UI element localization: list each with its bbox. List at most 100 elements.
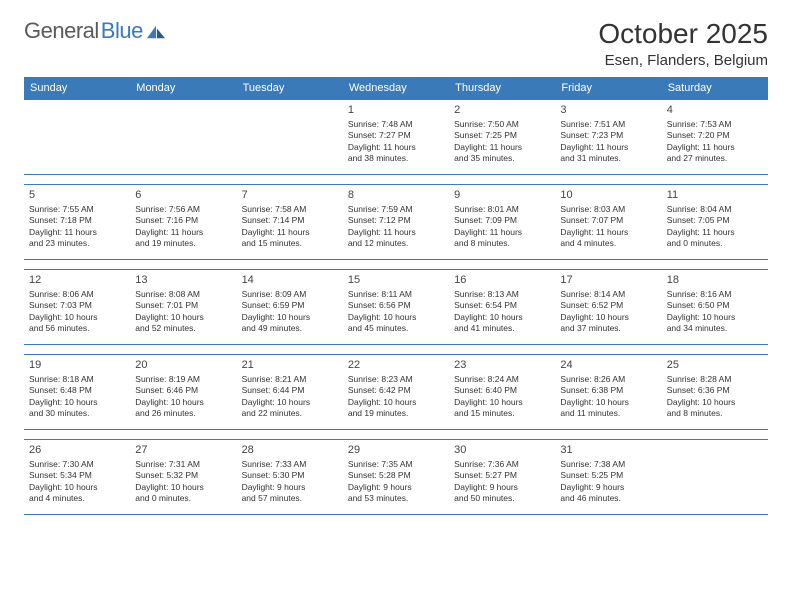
day-info-line: Sunset: 6:50 PM <box>667 300 763 311</box>
day-info-line: Sunrise: 7:59 AM <box>348 204 444 215</box>
day-number: 14 <box>242 274 338 286</box>
day-info-line: Sunset: 5:27 PM <box>454 470 550 481</box>
day-info-line: and 0 minutes. <box>135 493 231 504</box>
day-info-line: Sunrise: 7:58 AM <box>242 204 338 215</box>
day-info-line: Sunset: 7:27 PM <box>348 130 444 141</box>
day-cell: 23Sunrise: 8:24 AMSunset: 6:40 PMDayligh… <box>449 355 555 429</box>
day-info-line: Daylight: 10 hours <box>135 482 231 493</box>
day-info-line: Daylight: 11 hours <box>667 142 763 153</box>
day-info-line: Sunrise: 7:30 AM <box>29 459 125 470</box>
calendar-page: GeneralBlue October 2025 Esen, Flanders,… <box>0 0 792 542</box>
day-info-line: and 12 minutes. <box>348 238 444 249</box>
day-info-line: Sunset: 7:12 PM <box>348 215 444 226</box>
day-info-line: Daylight: 9 hours <box>454 482 550 493</box>
day-number: 22 <box>348 359 444 371</box>
day-info-line: Sunset: 7:01 PM <box>135 300 231 311</box>
day-info-line: Sunset: 7:16 PM <box>135 215 231 226</box>
day-info-line: Sunrise: 8:14 AM <box>560 289 656 300</box>
day-info-line: Sunrise: 8:18 AM <box>29 374 125 385</box>
day-info-line: Sunrise: 8:03 AM <box>560 204 656 215</box>
logo-sail-icon <box>147 25 165 39</box>
day-cell: 9Sunrise: 8:01 AMSunset: 7:09 PMDaylight… <box>449 185 555 259</box>
week-row: 12Sunrise: 8:06 AMSunset: 7:03 PMDayligh… <box>24 269 768 345</box>
day-info-line: Daylight: 10 hours <box>135 397 231 408</box>
day-cell: 19Sunrise: 8:18 AMSunset: 6:48 PMDayligh… <box>24 355 130 429</box>
day-cell: 28Sunrise: 7:33 AMSunset: 5:30 PMDayligh… <box>237 440 343 514</box>
day-cell <box>662 440 768 514</box>
weekday-tue: Tuesday <box>237 77 343 99</box>
day-number: 19 <box>29 359 125 371</box>
day-info-line: Sunset: 7:03 PM <box>29 300 125 311</box>
day-info-line: Daylight: 10 hours <box>29 397 125 408</box>
day-cell: 17Sunrise: 8:14 AMSunset: 6:52 PMDayligh… <box>555 270 661 344</box>
day-info-line: Daylight: 11 hours <box>454 142 550 153</box>
day-info-line: Sunrise: 8:23 AM <box>348 374 444 385</box>
day-number: 18 <box>667 274 763 286</box>
weekday-mon: Monday <box>130 77 236 99</box>
day-number: 25 <box>667 359 763 371</box>
day-info-line: and 19 minutes. <box>135 238 231 249</box>
month-title: October 2025 <box>598 18 768 50</box>
day-info-line: Sunset: 7:18 PM <box>29 215 125 226</box>
day-cell: 13Sunrise: 8:08 AMSunset: 7:01 PMDayligh… <box>130 270 236 344</box>
day-info-line: Sunrise: 7:56 AM <box>135 204 231 215</box>
day-cell <box>24 100 130 174</box>
day-info-line: and 4 minutes. <box>29 493 125 504</box>
day-info-line: Daylight: 10 hours <box>242 397 338 408</box>
day-info-line: Sunset: 6:42 PM <box>348 385 444 396</box>
day-info-line: and 27 minutes. <box>667 153 763 164</box>
day-info-line: Sunset: 6:46 PM <box>135 385 231 396</box>
weekday-wed: Wednesday <box>343 77 449 99</box>
day-info-line: and 35 minutes. <box>454 153 550 164</box>
day-info-line: Daylight: 11 hours <box>560 227 656 238</box>
day-info-line: and 37 minutes. <box>560 323 656 334</box>
day-number: 2 <box>454 104 550 116</box>
day-info-line: Daylight: 11 hours <box>454 227 550 238</box>
day-info-line: and 53 minutes. <box>348 493 444 504</box>
day-info-line: and 49 minutes. <box>242 323 338 334</box>
day-info-line: Sunrise: 8:19 AM <box>135 374 231 385</box>
day-info-line: Daylight: 11 hours <box>135 227 231 238</box>
day-info-line: Daylight: 9 hours <box>348 482 444 493</box>
day-info-line: and 22 minutes. <box>242 408 338 419</box>
day-info-line: Daylight: 11 hours <box>348 227 444 238</box>
day-info-line: Sunrise: 7:38 AM <box>560 459 656 470</box>
day-info-line: Sunset: 5:28 PM <box>348 470 444 481</box>
day-number: 1 <box>348 104 444 116</box>
day-info-line: Sunrise: 7:51 AM <box>560 119 656 130</box>
day-cell: 26Sunrise: 7:30 AMSunset: 5:34 PMDayligh… <box>24 440 130 514</box>
week-row: 19Sunrise: 8:18 AMSunset: 6:48 PMDayligh… <box>24 354 768 430</box>
day-info-line: Sunrise: 8:28 AM <box>667 374 763 385</box>
day-info-line: Daylight: 10 hours <box>667 312 763 323</box>
day-info-line: Daylight: 10 hours <box>348 312 444 323</box>
title-block: October 2025 Esen, Flanders, Belgium <box>598 18 768 69</box>
day-cell: 18Sunrise: 8:16 AMSunset: 6:50 PMDayligh… <box>662 270 768 344</box>
day-info-line: Daylight: 10 hours <box>29 312 125 323</box>
day-info-line: and 50 minutes. <box>454 493 550 504</box>
day-info-line: Sunset: 7:20 PM <box>667 130 763 141</box>
day-info-line: Daylight: 11 hours <box>242 227 338 238</box>
day-number: 7 <box>242 189 338 201</box>
weekday-thu: Thursday <box>449 77 555 99</box>
weekday-sat: Saturday <box>662 77 768 99</box>
logo-text-1: General <box>24 18 99 44</box>
location-text: Esen, Flanders, Belgium <box>598 52 768 69</box>
day-info-line: and 0 minutes. <box>667 238 763 249</box>
day-cell: 4Sunrise: 7:53 AMSunset: 7:20 PMDaylight… <box>662 100 768 174</box>
day-info-line: and 4 minutes. <box>560 238 656 249</box>
day-info-line: Sunset: 6:40 PM <box>454 385 550 396</box>
day-cell: 8Sunrise: 7:59 AMSunset: 7:12 PMDaylight… <box>343 185 449 259</box>
day-cell: 7Sunrise: 7:58 AMSunset: 7:14 PMDaylight… <box>237 185 343 259</box>
day-info-line: Sunrise: 7:55 AM <box>29 204 125 215</box>
calendar-grid: Sunday Monday Tuesday Wednesday Thursday… <box>24 77 768 515</box>
day-info-line: Daylight: 10 hours <box>348 397 444 408</box>
day-info-line: Sunrise: 8:21 AM <box>242 374 338 385</box>
day-info-line: Sunset: 7:25 PM <box>454 130 550 141</box>
weekday-header-row: Sunday Monday Tuesday Wednesday Thursday… <box>24 77 768 99</box>
day-info-line: and 26 minutes. <box>135 408 231 419</box>
day-info-line: and 52 minutes. <box>135 323 231 334</box>
day-number: 29 <box>348 444 444 456</box>
day-info-line: Sunset: 5:32 PM <box>135 470 231 481</box>
logo: GeneralBlue <box>24 18 165 44</box>
day-info-line: and 45 minutes. <box>348 323 444 334</box>
